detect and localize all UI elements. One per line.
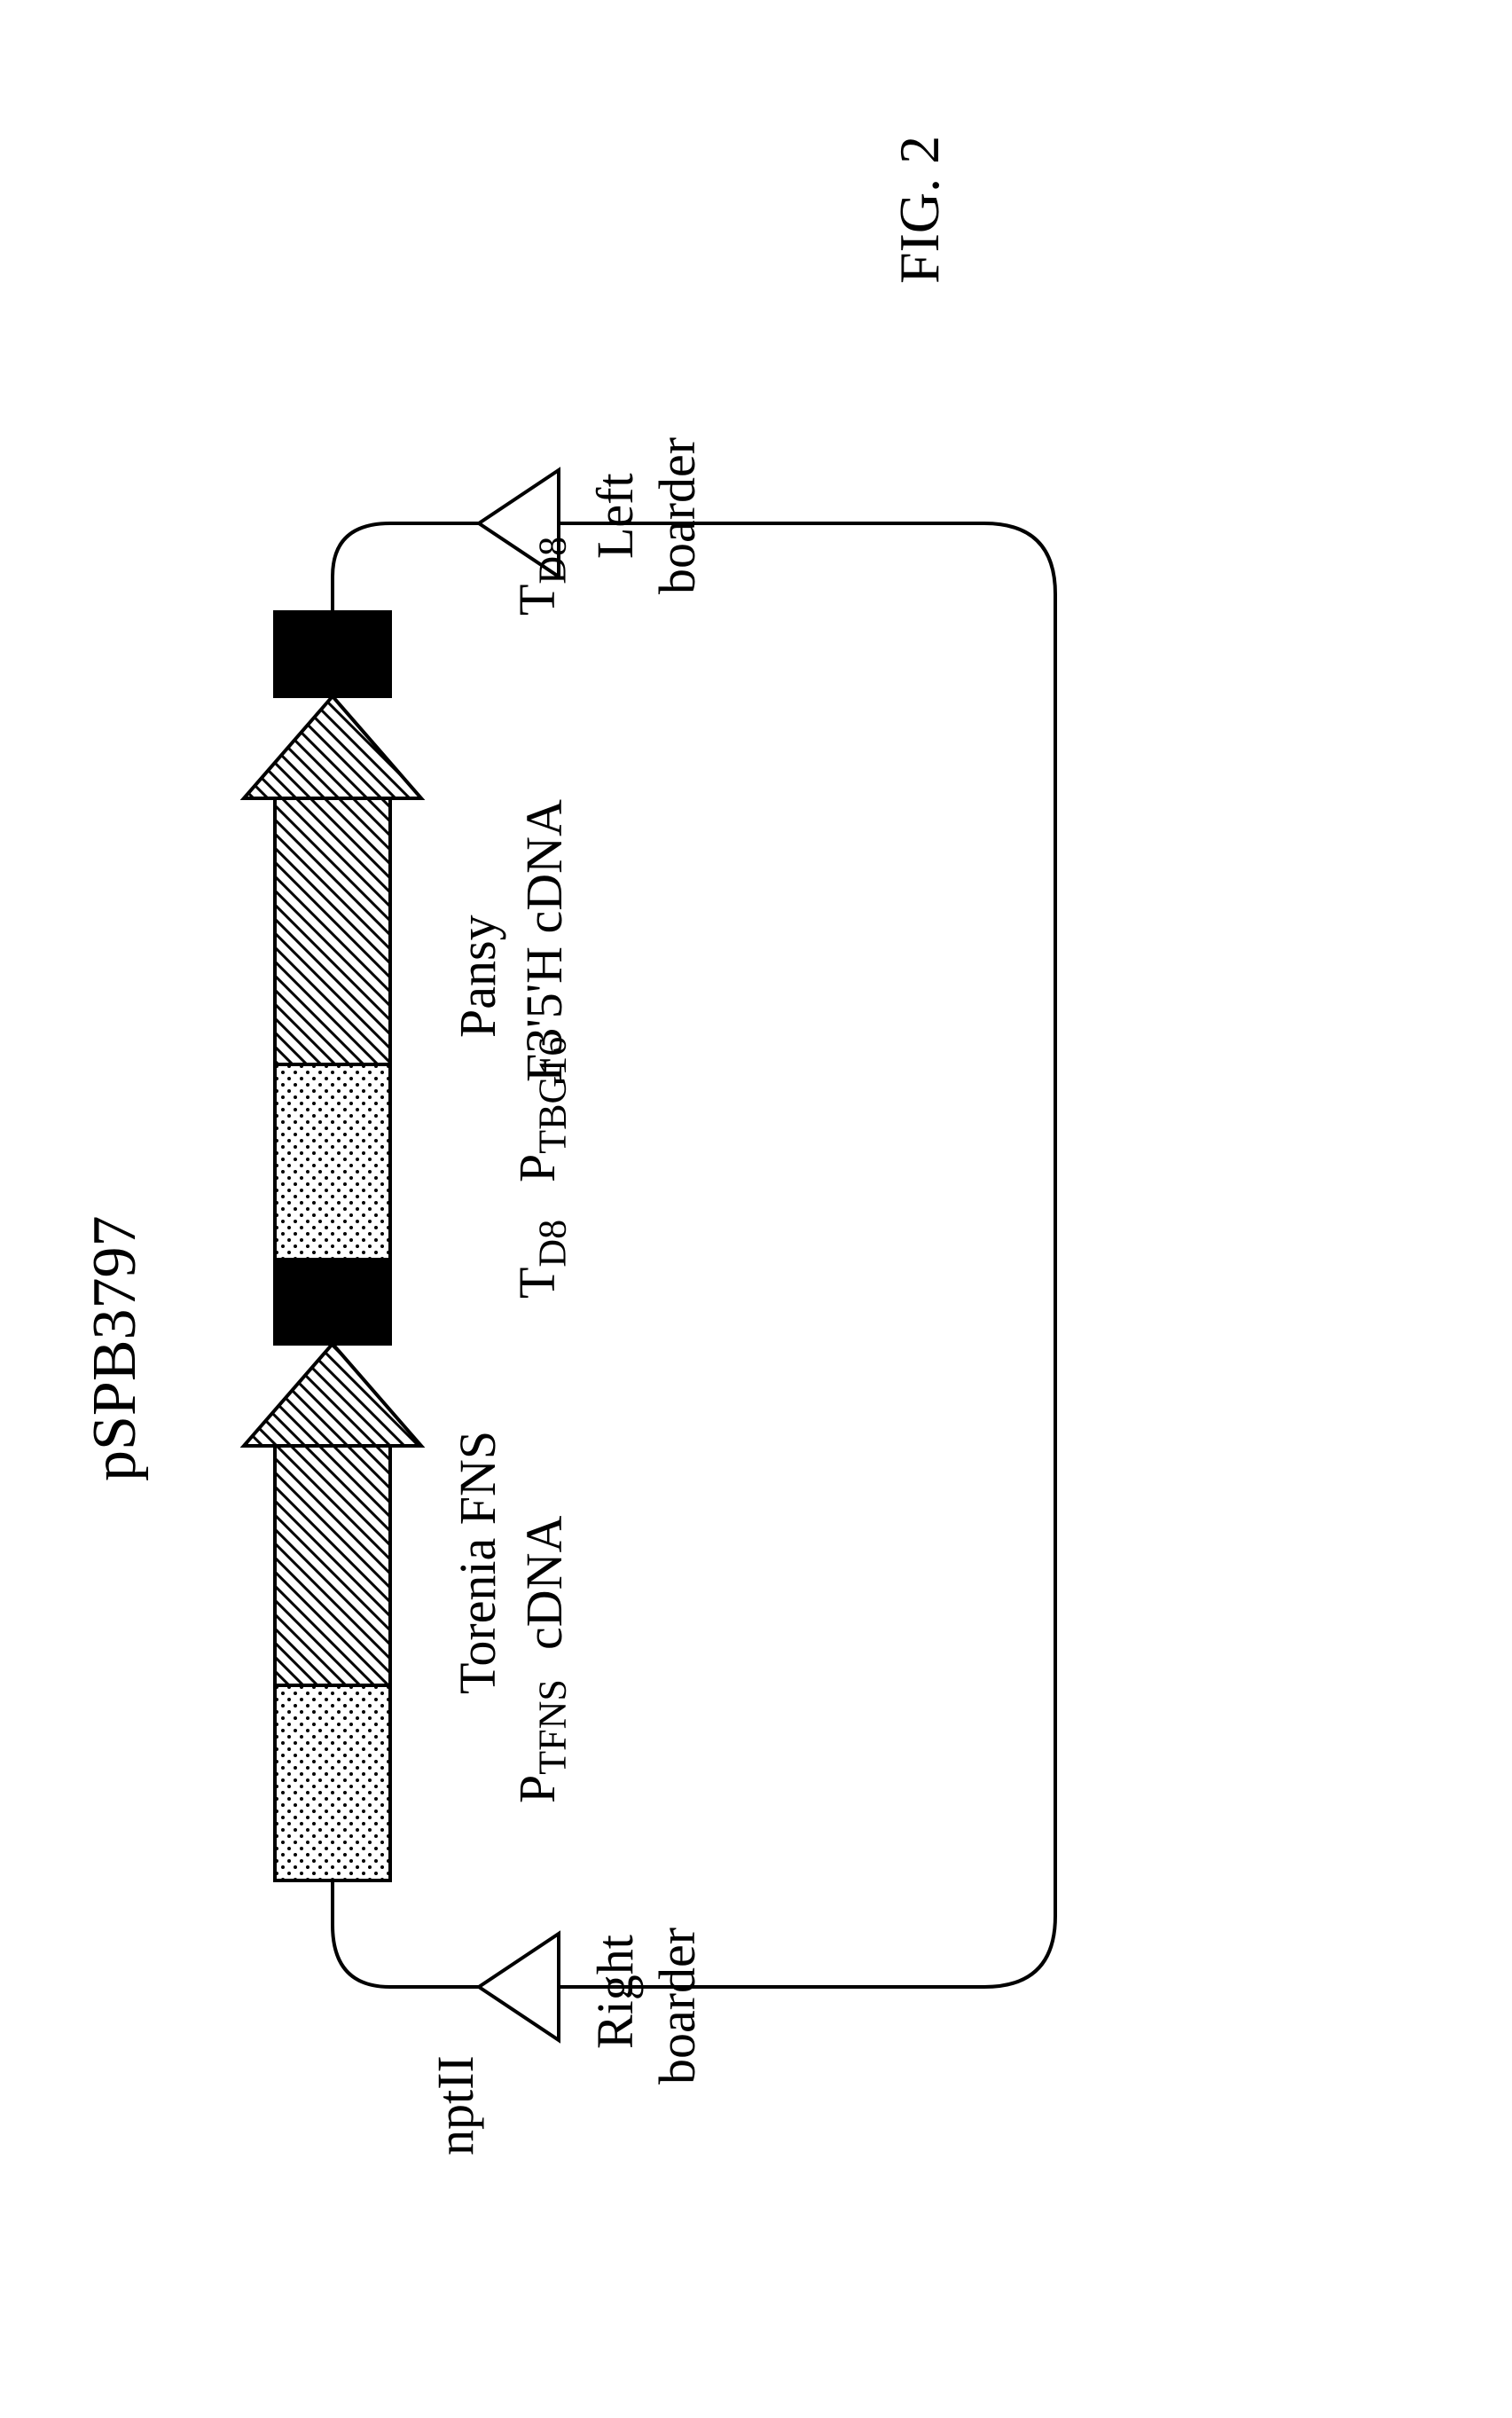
pansy-body — [275, 798, 390, 1064]
torenia-head — [244, 1344, 421, 1446]
torenia-body — [275, 1446, 390, 1685]
plasmid-name: pSPB3797 — [80, 1215, 151, 1481]
torenia-label-1: Torenia FNS — [448, 1431, 507, 1694]
nptII-label: nptII — [426, 2055, 485, 2155]
td8a-box — [275, 1260, 390, 1344]
right-border-label-2: boarder — [647, 1927, 707, 2084]
pansy-head — [244, 696, 421, 798]
ptfns-box — [275, 1685, 390, 1880]
rb-connector — [333, 1880, 479, 1987]
pansy-label-1: Pansy — [448, 915, 507, 1038]
left-border-label-2: boarder — [647, 437, 707, 594]
figure-label: FIG. 2 — [887, 136, 952, 284]
left-border-label-1: Left — [585, 473, 645, 559]
td8b-label: TD8 — [448, 537, 635, 692]
ptfns-label: PTFNS — [448, 1679, 635, 1880]
pansy-label-2: F3'5'H cDNA — [514, 799, 574, 1082]
right-border-triangle — [479, 1934, 559, 2040]
td8b-box — [275, 612, 390, 696]
right-border-label-1: Right — [585, 1935, 645, 2049]
page: FIG. 2 pSPB3797 — [0, 0, 1512, 2418]
ptbg-box — [275, 1064, 390, 1260]
torenia-label-2: cDNA — [514, 1516, 574, 1650]
